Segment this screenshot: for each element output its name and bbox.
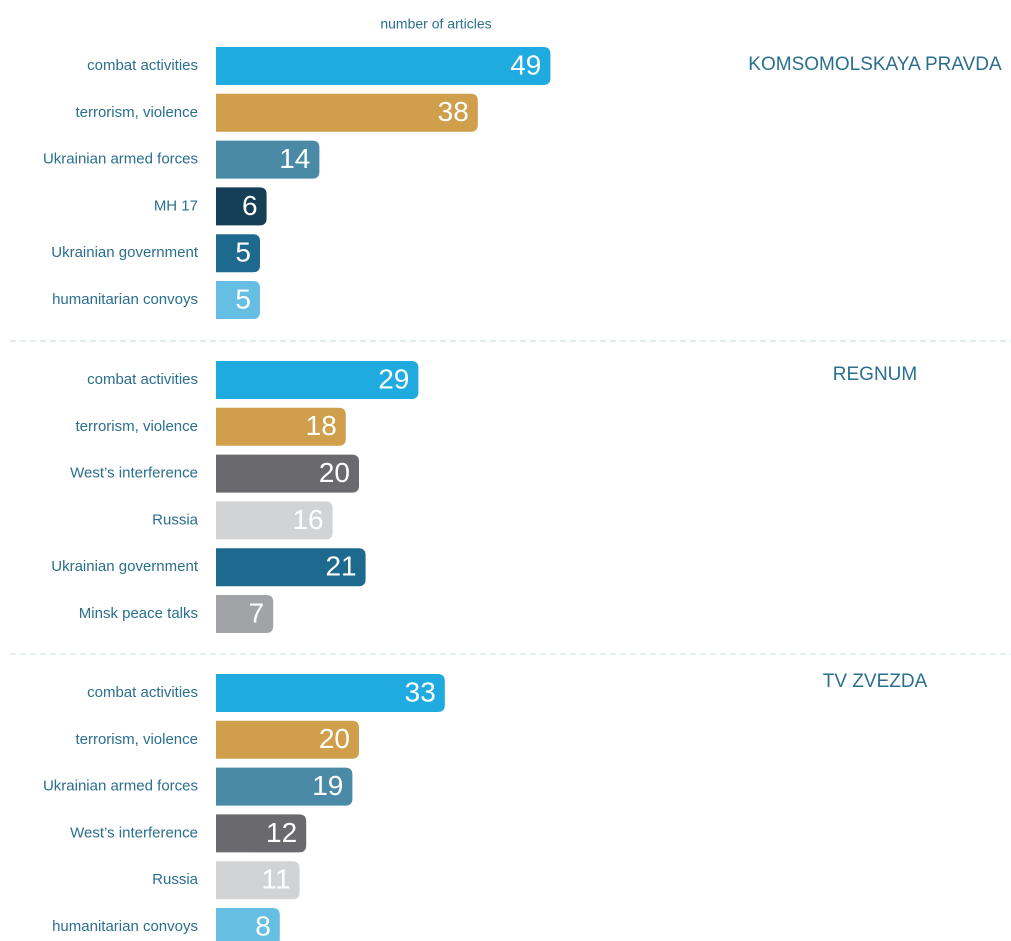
category-label: terrorism, violence <box>75 731 198 748</box>
category-label: terrorism, violence <box>75 418 198 435</box>
value-label: 29 <box>378 363 409 394</box>
bar <box>216 720 359 759</box>
bar <box>216 234 260 273</box>
value-label: 19 <box>312 770 343 801</box>
bar <box>216 674 445 712</box>
value-label: 16 <box>292 504 323 535</box>
bar <box>216 407 346 446</box>
bar <box>216 93 478 132</box>
category-label: humanitarian convoys <box>52 918 198 935</box>
chart-title: TV ZVEZDA <box>823 671 928 692</box>
value-label: 5 <box>235 283 251 314</box>
category-label: Ukrainian armed forces <box>43 151 198 168</box>
value-label: 14 <box>279 143 310 174</box>
bar <box>216 361 419 399</box>
value-label: 18 <box>306 410 337 441</box>
category-label: combat activities <box>87 57 198 74</box>
bar <box>216 187 267 226</box>
value-label: 21 <box>325 551 356 582</box>
category-label: humanitarian convoys <box>52 291 198 308</box>
category-label: combat activities <box>87 684 198 701</box>
value-label: 11 <box>262 864 291 895</box>
bar <box>216 281 260 319</box>
category-label: combat activities <box>87 371 198 388</box>
chart-title: REGNUM <box>833 364 917 385</box>
bar <box>216 814 307 853</box>
bar <box>216 140 320 179</box>
value-label: 8 <box>255 910 271 941</box>
bar <box>216 47 551 85</box>
category-label: MH 17 <box>154 197 198 214</box>
value-label: 5 <box>235 237 251 268</box>
value-label: 12 <box>266 817 297 848</box>
bar <box>216 861 300 900</box>
category-label: Russia <box>152 511 199 528</box>
bar <box>216 767 353 806</box>
value-label: 20 <box>319 723 350 754</box>
value-label: 20 <box>319 457 350 488</box>
category-label: West’s interference <box>70 824 198 841</box>
value-label: 33 <box>405 676 436 707</box>
bar <box>216 501 333 540</box>
category-label: Russia <box>152 871 199 888</box>
x-axis-label: number of articles <box>380 16 491 32</box>
bar <box>216 548 366 587</box>
value-label: 7 <box>249 597 265 628</box>
bar <box>216 454 359 493</box>
value-label: 49 <box>510 49 541 80</box>
category-label: West’s interference <box>70 465 198 482</box>
category-label: Ukrainian government <box>51 244 199 261</box>
value-label: 38 <box>438 96 469 127</box>
value-label: 6 <box>242 190 258 221</box>
chart-title: KOMSOMOLSKAYA PRAVDA <box>748 54 1002 75</box>
category-label: Ukrainian government <box>51 558 199 575</box>
bar <box>216 908 280 941</box>
category-label: terrorism, violence <box>75 104 198 121</box>
category-label: Ukrainian armed forces <box>43 778 198 795</box>
category-label: Minsk peace talks <box>79 605 198 622</box>
bar <box>216 595 274 633</box>
